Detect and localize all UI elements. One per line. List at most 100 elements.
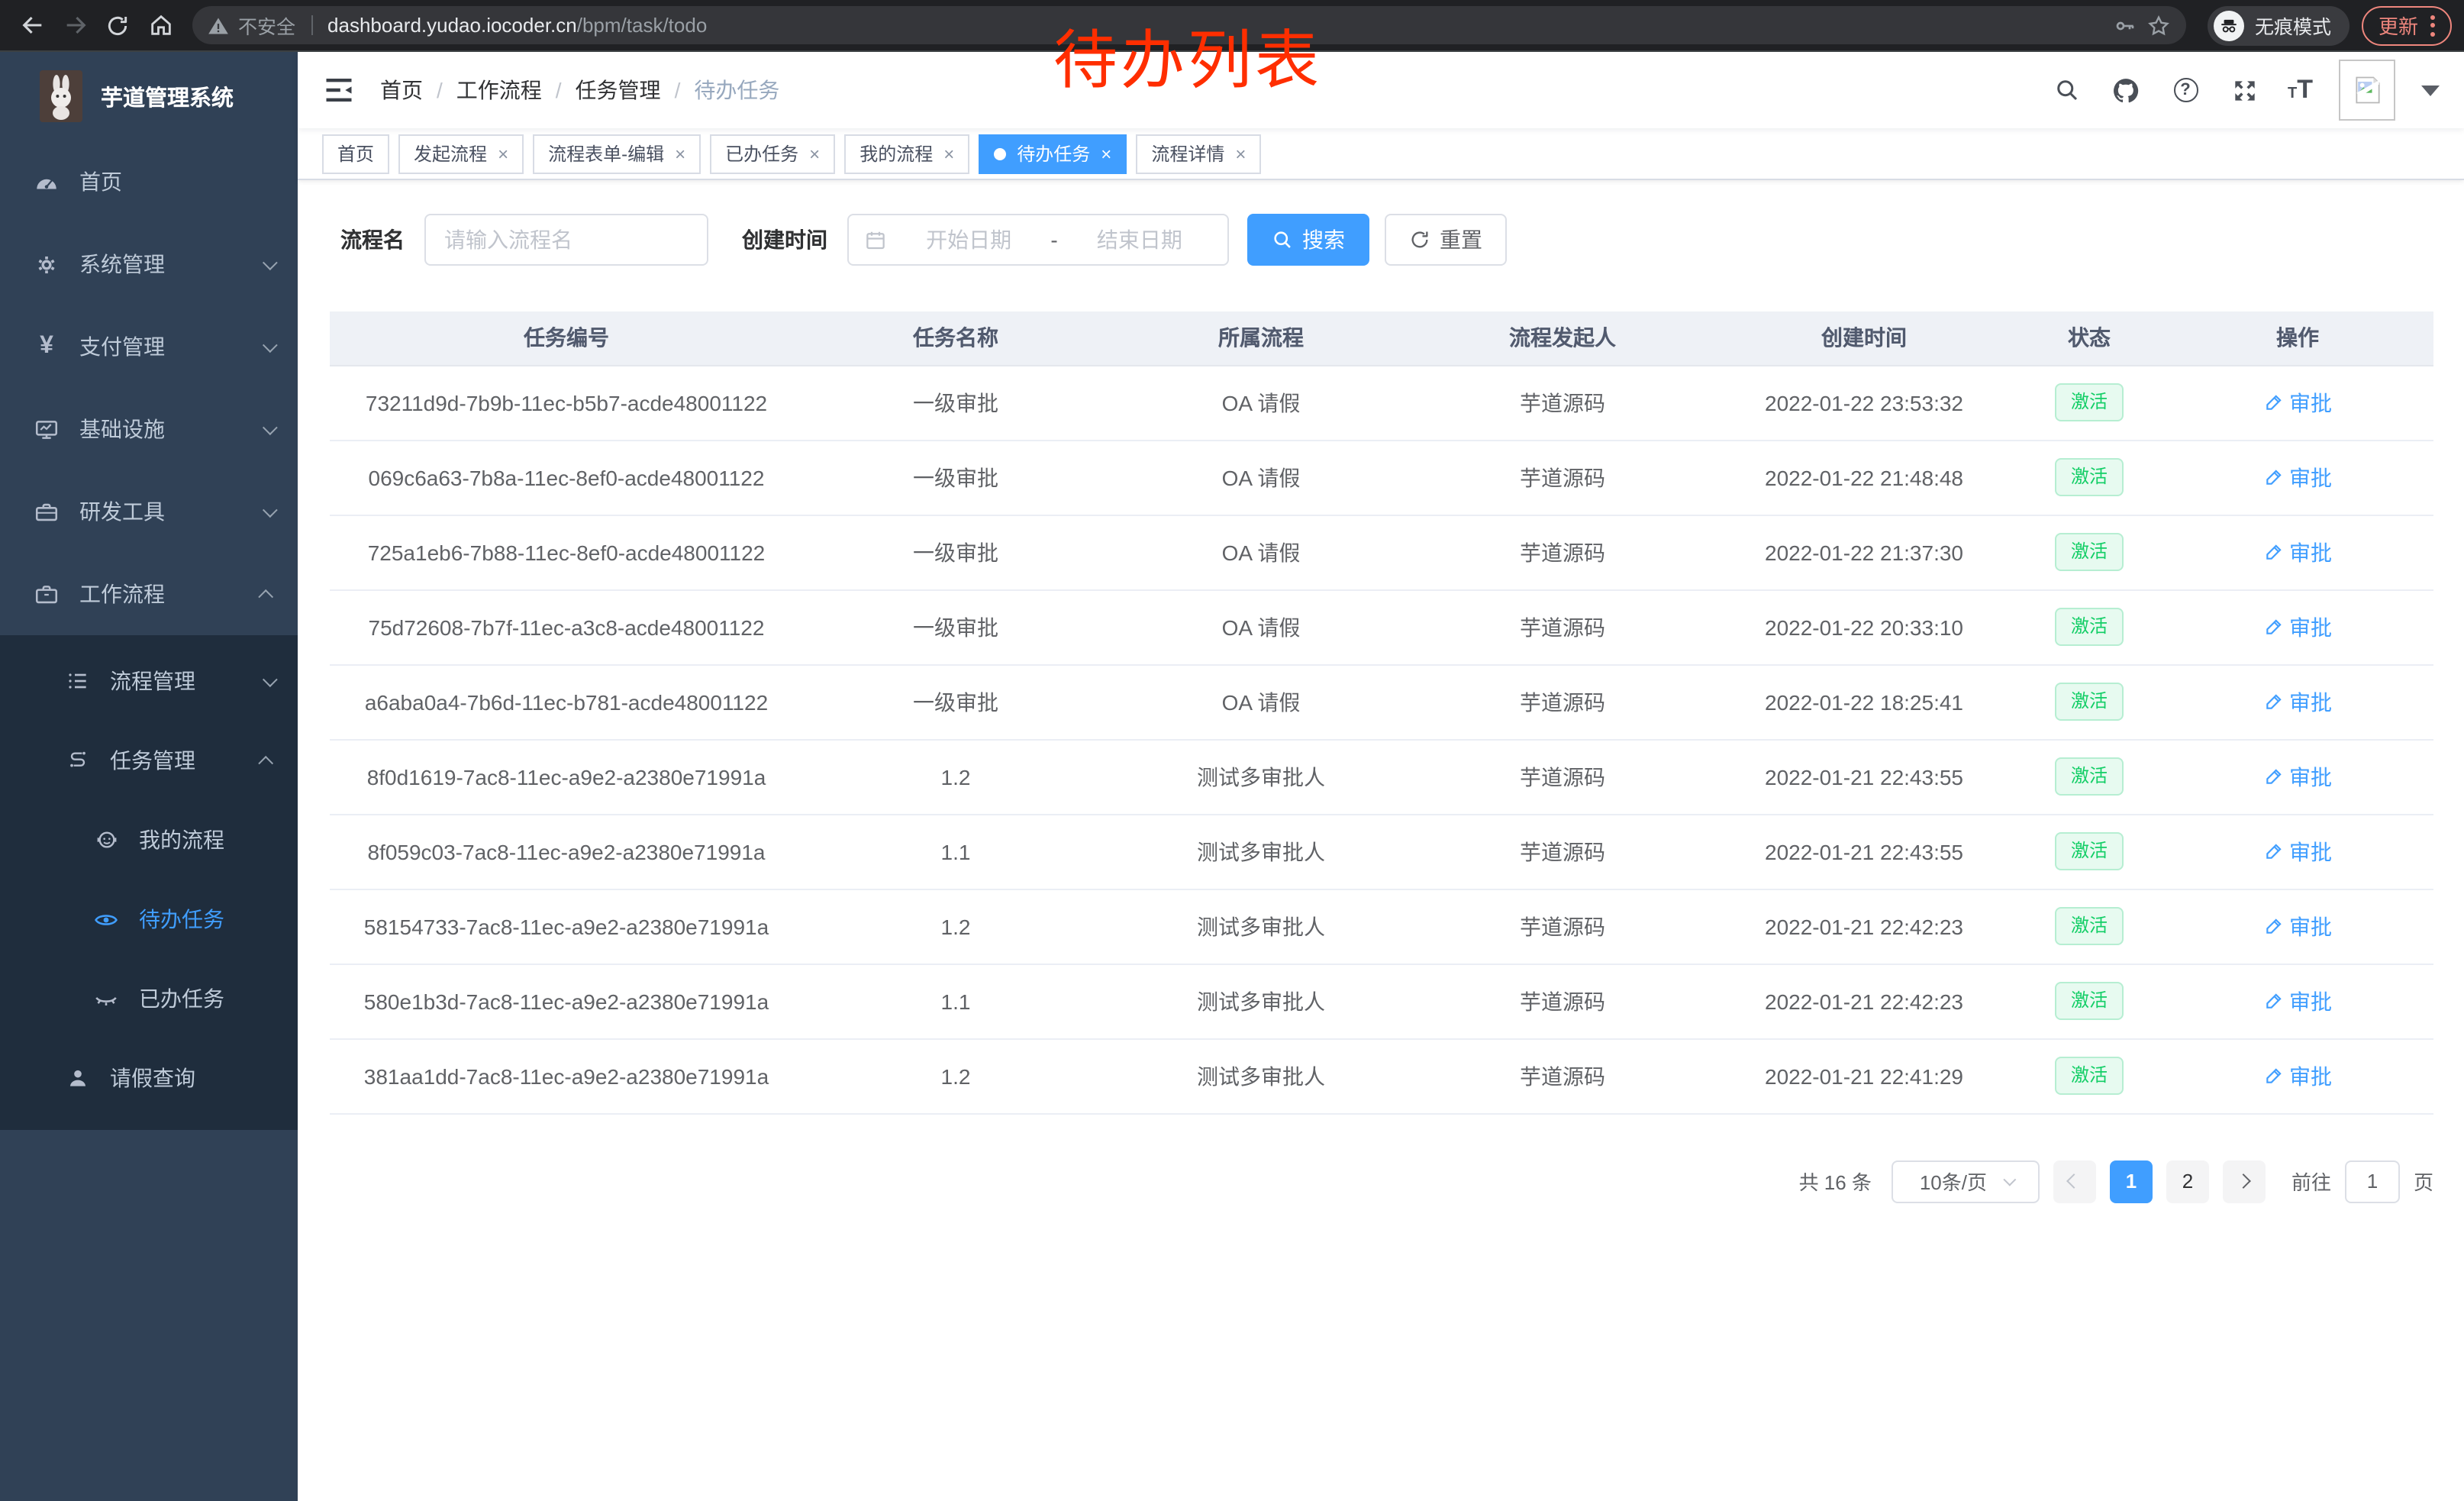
end-date-placeholder[interactable]: 结束日期: [1096, 228, 1182, 252]
cell-actions: 审批: [2162, 739, 2433, 815]
github-icon[interactable]: [2109, 73, 2143, 107]
eye-closed-icon: [93, 986, 119, 1012]
cell-actions: 审批: [2162, 889, 2433, 964]
cell-starter: 芋道源码: [1414, 964, 1711, 1039]
browser-update-button[interactable]: 更新: [2361, 5, 2452, 45]
forward-icon[interactable]: [55, 5, 95, 45]
page-size-select[interactable]: 10条/页: [1891, 1160, 2040, 1202]
close-icon[interactable]: ×: [498, 143, 509, 164]
back-icon[interactable]: [12, 5, 52, 45]
browser-menu-icon[interactable]: [2430, 15, 2435, 36]
password-key-icon[interactable]: [2113, 13, 2137, 37]
app-logo[interactable]: 芋道管理系统: [0, 52, 298, 140]
sidebar-item-infrastructure[interactable]: 基础设施: [0, 388, 298, 470]
breadcrumb-home[interactable]: 首页: [380, 78, 423, 102]
page-button-1[interactable]: 1: [2109, 1160, 2153, 1202]
cell-actions: 审批: [2162, 664, 2433, 740]
reset-button[interactable]: 重置: [1385, 214, 1507, 266]
approve-button[interactable]: 审批: [2263, 537, 2332, 567]
approve-button[interactable]: 审批: [2263, 986, 2332, 1016]
avatar[interactable]: [2339, 60, 2395, 121]
approve-button[interactable]: 审批: [2263, 387, 2332, 418]
breadcrumb-task-mgmt[interactable]: 任务管理: [575, 78, 661, 102]
bookmark-star-icon[interactable]: [2146, 13, 2171, 37]
help-icon[interactable]: ?: [2169, 73, 2202, 107]
browser-toolbar: 不安全 dashboard.yudao.iocoder.cn/bpm/task/…: [0, 0, 2464, 52]
tab-my-process[interactable]: 我的流程 ×: [844, 134, 970, 173]
chevron-down-icon: [262, 254, 278, 270]
close-icon[interactable]: ×: [675, 143, 686, 164]
approve-button[interactable]: 审批: [2263, 462, 2332, 492]
col-created: 创建时间: [1711, 311, 2017, 366]
sidebar-item-devtools[interactable]: 研发工具: [0, 470, 298, 553]
cell-status: 激活: [2017, 964, 2162, 1039]
pencil-icon: [2266, 844, 2281, 859]
sidebar-item-my-process[interactable]: 我的流程: [0, 800, 298, 880]
approve-button[interactable]: 审批: [2263, 761, 2332, 792]
cell-process: 测试多审批人: [1108, 814, 1414, 889]
cell-status: 激活: [2017, 889, 2162, 964]
sidebar-item-home[interactable]: 首页: [0, 140, 298, 223]
search-button[interactable]: 搜索: [1247, 214, 1369, 266]
start-date-placeholder[interactable]: 开始日期: [926, 228, 1012, 252]
home-icon[interactable]: [140, 5, 180, 45]
chevron-down-icon: [262, 337, 278, 353]
tab-done-tasks[interactable]: 已办任务 ×: [710, 134, 836, 173]
page-button-2[interactable]: 2: [2166, 1160, 2209, 1202]
table-row: 580e1b3d-7ac8-11ec-a9e2-a2380e71991a 1.1…: [330, 964, 2433, 1039]
breadcrumb: 首页 / 工作流程 / 任务管理 / 待办任务: [380, 75, 779, 105]
url-text[interactable]: dashboard.yudao.iocoder.cn/bpm/task/todo: [327, 14, 708, 37]
cell-starter: 芋道源码: [1414, 814, 1711, 889]
close-icon[interactable]: ×: [1101, 143, 1112, 164]
goto-page-input[interactable]: 1: [2344, 1160, 2400, 1202]
tab-form-edit[interactable]: 流程表单-编辑 ×: [533, 134, 701, 173]
date-range-input[interactable]: 开始日期 - 结束日期: [847, 214, 1229, 266]
process-name-input[interactable]: 请输入流程名: [424, 214, 708, 266]
fullscreen-icon[interactable]: [2228, 73, 2262, 107]
prev-page-button[interactable]: [2053, 1160, 2096, 1202]
sidebar-item-task-mgmt[interactable]: 任务管理: [0, 721, 298, 800]
sidebar-item-todo-tasks[interactable]: 待办任务: [0, 880, 298, 959]
cell-task-id: a6aba0a4-7b6d-11ec-b781-acde48001122: [330, 664, 803, 740]
tab-todo-tasks[interactable]: 待办任务 ×: [979, 134, 1127, 173]
status-badge: 激活: [2055, 608, 2123, 646]
cell-process: OA 请假: [1108, 664, 1414, 740]
search-icon: [1274, 231, 1291, 248]
security-label[interactable]: 不安全: [238, 17, 296, 38]
cell-starter: 芋道源码: [1414, 1038, 1711, 1114]
tab-process-detail[interactable]: 流程详情 ×: [1136, 134, 1262, 173]
sidebar-item-done-tasks[interactable]: 已办任务: [0, 959, 298, 1038]
close-icon[interactable]: ×: [943, 143, 955, 164]
close-icon[interactable]: ×: [1235, 143, 1247, 164]
cell-task-id: 73211d9d-7b9b-11ec-b5b7-acde48001122: [330, 365, 803, 441]
col-process: 所属流程: [1108, 311, 1414, 366]
approve-button[interactable]: 审批: [2263, 1060, 2332, 1091]
cell-created: 2022-01-22 23:53:32: [1711, 365, 2017, 441]
sidebar-item-leave-query[interactable]: 请假查询: [0, 1038, 298, 1118]
pagination: 共 16 条 10条/页 1 2 前往 1 页: [330, 1160, 2433, 1202]
sidebar-item-payment[interactable]: ¥ 支付管理: [0, 305, 298, 388]
reload-icon[interactable]: [98, 5, 137, 45]
close-icon[interactable]: ×: [809, 143, 821, 164]
avatar-caret-icon[interactable]: [2421, 85, 2440, 95]
tab-home[interactable]: 首页: [322, 134, 390, 173]
approve-button[interactable]: 审批: [2263, 911, 2332, 941]
breadcrumb-workflow[interactable]: 工作流程: [456, 78, 542, 102]
cell-starter: 芋道源码: [1414, 739, 1711, 815]
approve-button[interactable]: 审批: [2263, 836, 2332, 867]
cell-process: 测试多审批人: [1108, 964, 1414, 1039]
search-icon[interactable]: [2050, 73, 2083, 107]
tab-start-process[interactable]: 发起流程 ×: [398, 134, 524, 173]
sidebar-fold-icon[interactable]: [322, 73, 356, 107]
address-bar[interactable]: 不安全 dashboard.yudao.iocoder.cn/bpm/task/…: [192, 6, 2186, 44]
approve-button[interactable]: 审批: [2263, 686, 2332, 717]
sidebar-item-workflow[interactable]: 工作流程: [0, 553, 298, 635]
table-body: 73211d9d-7b9b-11ec-b5b7-acde48001122 一级审…: [330, 365, 2433, 1114]
approve-button[interactable]: 审批: [2263, 612, 2332, 642]
next-page-button[interactable]: [2222, 1160, 2266, 1202]
cell-task-id: 58154733-7ac8-11ec-a9e2-a2380e71991a: [330, 889, 803, 964]
face-icon: [93, 827, 119, 853]
sidebar-item-system[interactable]: 系统管理: [0, 223, 298, 305]
sidebar-item-process-mgmt[interactable]: 流程管理: [0, 641, 298, 721]
